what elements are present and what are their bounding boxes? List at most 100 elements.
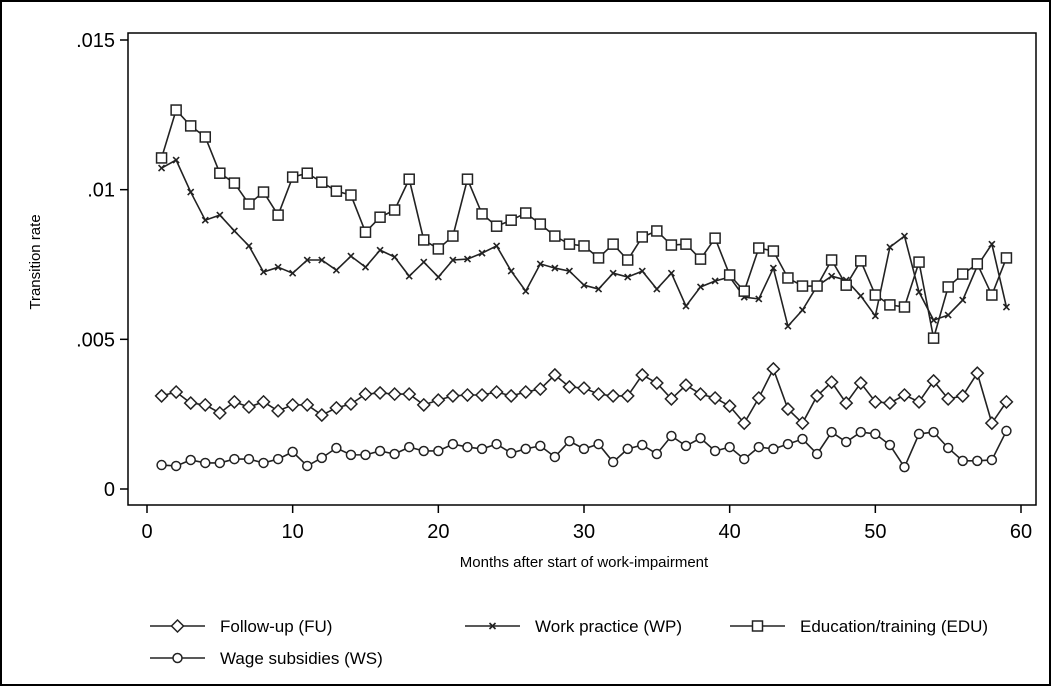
marker [999,394,1014,409]
marker [534,218,547,230]
legend-label: Follow-up (FU) [220,617,332,636]
marker [591,387,606,402]
marker [243,198,255,210]
marker [286,171,299,183]
marker [303,256,311,264]
legend-marker [488,622,497,630]
marker [578,240,590,252]
marker [897,387,912,403]
marker [316,452,328,464]
marker [913,428,925,440]
marker [562,379,577,394]
marker [755,295,763,303]
marker [330,185,343,197]
marker [795,416,810,431]
marker [418,445,430,457]
marker [971,258,984,270]
marker [460,387,475,403]
marker [711,277,719,285]
marker [491,438,502,450]
marker [810,388,825,403]
marker [156,459,167,471]
marker [536,260,544,268]
marker [928,426,939,438]
marker [169,384,184,400]
marker [1000,252,1013,264]
legend-marker [172,652,183,664]
marker [403,173,415,185]
marker [461,173,474,185]
marker [826,426,837,438]
marker [522,287,530,295]
marker [930,316,938,324]
marker [915,288,923,296]
marker [272,453,284,465]
marker [811,448,823,460]
marker [753,242,765,254]
legend-item: Education/training (EDU) [730,617,988,636]
marker [507,267,515,275]
marker [431,393,446,408]
marker [828,272,836,280]
marker [185,454,196,466]
marker [782,272,794,284]
marker [228,177,241,189]
marker [259,268,268,276]
marker [882,396,897,411]
marker [595,285,603,293]
marker [926,373,941,389]
marker [824,375,839,390]
legend-label: Wage subsidies (WS) [220,649,383,668]
marker [154,388,169,403]
marker [840,436,852,448]
marker [373,385,388,400]
marker [245,242,253,250]
marker [1002,303,1010,311]
marker [520,443,531,455]
marker [476,443,488,455]
marker [955,388,970,403]
marker [433,445,444,457]
legend-label: Work practice (WP) [535,617,682,636]
marker [899,461,910,473]
plot-area [127,32,1037,506]
marker [606,388,621,403]
marker [287,446,298,458]
marker [694,253,707,265]
marker [551,264,559,272]
marker [183,396,198,411]
marker [724,441,735,453]
y-tick-label: .005 [76,329,115,351]
marker [402,387,417,402]
marker [768,443,779,455]
marker [489,384,504,400]
marker [680,238,692,250]
marker [389,448,400,460]
marker [649,375,664,391]
marker [285,397,300,412]
marker [257,186,270,198]
marker [155,152,168,164]
marker [637,439,648,451]
marker [941,391,956,406]
marker [565,267,573,275]
marker [301,460,313,472]
x-axis-label: Months after start of work-impairment [460,554,709,571]
marker [680,440,692,452]
marker [695,432,706,444]
marker [620,388,635,403]
marker [986,454,998,466]
marker [416,397,431,412]
marker [345,449,357,461]
marker [635,367,650,383]
marker [886,243,894,251]
marker [580,281,588,289]
marker [418,234,430,246]
marker [518,384,533,400]
marker [780,402,795,417]
marker [782,438,794,450]
marker [505,447,517,459]
marker [868,394,883,409]
marker [227,394,242,409]
